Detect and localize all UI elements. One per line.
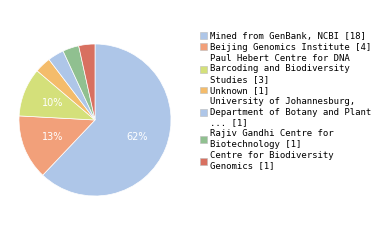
Wedge shape: [19, 116, 95, 175]
Wedge shape: [63, 46, 95, 120]
Wedge shape: [37, 60, 95, 120]
Wedge shape: [79, 44, 95, 120]
Text: 13%: 13%: [42, 132, 63, 142]
Wedge shape: [43, 44, 171, 196]
Text: 10%: 10%: [42, 98, 63, 108]
Text: 62%: 62%: [127, 132, 148, 142]
Legend: Mined from GenBank, NCBI [18], Beijing Genomics Institute [4], Paul Hebert Centr: Mined from GenBank, NCBI [18], Beijing G…: [200, 31, 372, 170]
Wedge shape: [19, 71, 95, 120]
Wedge shape: [49, 51, 95, 120]
